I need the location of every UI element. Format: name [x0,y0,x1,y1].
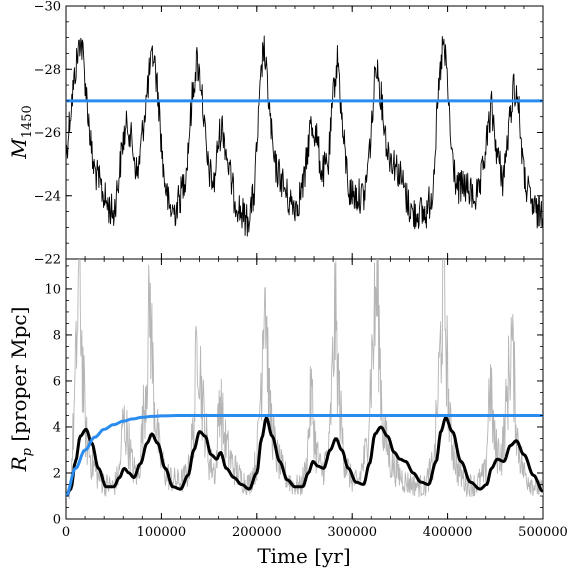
panel-bottom-ylabel-sub: p [20,447,35,456]
panel-top-series-line-0 [66,35,543,237]
panel-bottom-ticks: 0 2 4 6 8 10 0 100000 200000 300000 400000 500000 [44,259,568,540]
panel-top-series [66,35,543,237]
panel-top-ylabel: M1450 [7,105,35,160]
panel-bottom-xtick-label-5: 500000 [518,525,568,540]
panel-bottom-ytick-label-5: 10 [44,282,61,297]
panel-bottom-ytick-label-0: 0 [53,513,61,528]
panel-bottom-xtick-label-3: 300000 [327,525,377,540]
panel-bottom-xtick-label-2: 200000 [232,525,282,540]
panel-top-ytick-label-3: −28 [34,63,61,78]
panel-bottom-ylabel: Rp [proper Mpc] [7,307,35,473]
panel-top-ytick-label-4: −30 [34,0,61,15]
panel-top-ylabel-main: M [7,138,31,160]
panel-bottom-ylabel-main: R [7,456,31,472]
panel-top-ticks: −22 −24 −26 −28 −30 [34,0,544,268]
panel-bottom-xlabel: Time [yr] [257,544,350,568]
panel-bottom-xtick-label-1: 100000 [137,525,187,540]
panel-bottom-ylabel-rest: [proper Mpc] [7,307,31,448]
panel-bottom-ytick-label-2: 4 [53,420,61,435]
panel-bottom-xtick-label-4: 400000 [423,525,473,540]
panel-bottom-ytick-label-4: 8 [53,328,61,343]
panel-top-ytick-label-1: −24 [34,189,61,204]
panel-top: −22 −24 −26 −28 −30 M1450 [7,0,544,268]
panel-top-ytick-label-0: −22 [34,253,61,268]
panel-bottom-series-line-2 [66,414,543,498]
panel-bottom-ytick-label-3: 6 [53,374,61,389]
panel-bottom-series [66,259,543,500]
panel-top-ylabel-sub: 1450 [20,105,35,138]
panel-top-frame [65,5,544,260]
panel-top-ytick-label-2: −26 [34,126,61,141]
panel-bottom-frame [65,258,544,520]
panel-bottom-ytick-label-1: 2 [53,466,61,481]
panel-bottom: 0 2 4 6 8 10 0 100000 200000 300000 400000 500000 R… [7,258,568,568]
panel-bottom-series-line-1 [66,416,543,498]
panel-bottom-xtick-label-0: 0 [62,525,70,540]
panel-bottom-series-line-0 [66,259,543,500]
